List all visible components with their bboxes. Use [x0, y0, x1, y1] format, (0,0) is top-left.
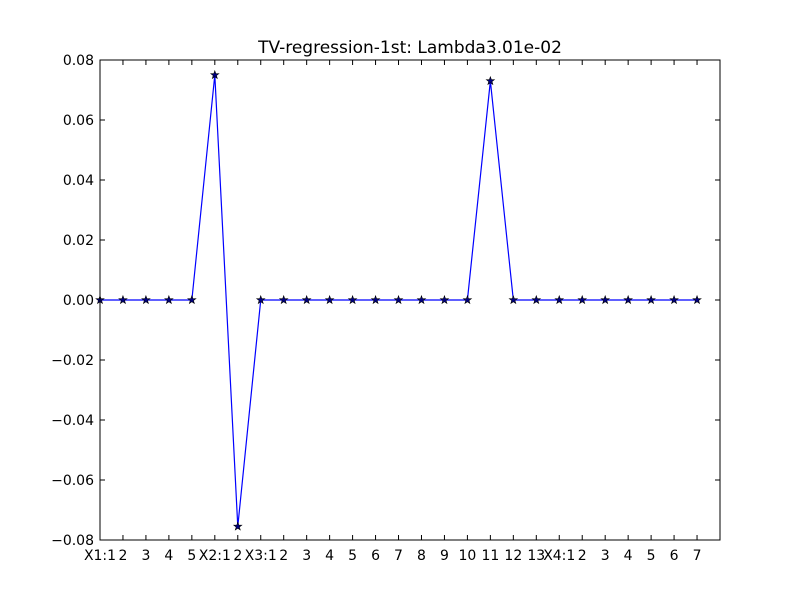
x-tick-label: 13 [527, 548, 545, 564]
y-tick-label: 0.02 [63, 233, 94, 249]
x-tick-label: 2 [578, 548, 587, 564]
x-tick-label: 7 [693, 548, 702, 564]
data-point-star [232, 521, 243, 531]
data-point-star [577, 294, 588, 305]
x-tick-label: 5 [348, 548, 357, 564]
x-tick-label: X4:1 [543, 548, 575, 564]
plot-frame [99, 59, 721, 541]
y-tick-label: 0.06 [63, 113, 94, 129]
y-tick-label: −0.06 [51, 473, 94, 489]
data-point-star [531, 294, 542, 305]
data-point-star [646, 294, 656, 305]
x-tick-label: 2 [119, 548, 128, 564]
labels-layer: 0.08 0.06 0.04 0.02 0.00 −0.02 −0.04 −0.06 −0.08… [51, 53, 701, 564]
x-tick-label: 4 [325, 548, 334, 564]
marker-layer [95, 69, 702, 531]
x-tick-label: 12 [504, 548, 522, 564]
data-point-star [600, 294, 611, 305]
data-point-star [164, 294, 174, 305]
x-tick-label: 6 [670, 548, 679, 564]
x-tick-label: 6 [371, 548, 380, 564]
x-tick-label: X2:1 [199, 548, 231, 564]
chart-title: TV-regression-1st: Lambda3.01e-02 [257, 38, 562, 58]
data-point-star [370, 294, 381, 305]
data-point-star [416, 294, 427, 305]
x-tick-label: 3 [141, 548, 150, 564]
data-point-star [347, 294, 358, 305]
x-tick-label: 10 [458, 548, 476, 564]
data-point-star [554, 294, 565, 305]
x-tick-label: 5 [187, 548, 196, 564]
x-tick-label: 3 [601, 548, 610, 564]
data-point-star [623, 294, 633, 305]
data-point-star [301, 294, 312, 305]
x-tick-label: 4 [624, 548, 633, 564]
data-point-star [439, 294, 450, 305]
x-tick-label: 2 [233, 548, 242, 564]
data-point-star [393, 294, 404, 305]
x-tick-label: 3 [302, 548, 311, 564]
data-point-star [118, 294, 128, 305]
data-point-star [255, 294, 266, 305]
data-point-star [187, 294, 197, 305]
x-tick-label: X1:1 [84, 548, 116, 564]
y-tick-label: −0.02 [51, 353, 94, 369]
y-tick-label: −0.08 [51, 533, 94, 549]
y-tick-label: 0.00 [63, 293, 94, 309]
x-tick-label: 2 [279, 548, 288, 564]
y-tick-label: −0.04 [51, 413, 94, 429]
data-point-star [692, 294, 702, 305]
y-tick-label: 0.04 [63, 173, 94, 189]
data-point-star [669, 294, 679, 305]
data-point-star [141, 294, 151, 305]
y-tick-label: 0.08 [63, 53, 94, 69]
x-tick-label: 9 [440, 548, 449, 564]
x-tick-label: 5 [647, 548, 656, 564]
x-tick-label: 11 [481, 548, 499, 564]
x-tick-label: 4 [164, 548, 173, 564]
x-tick-label: X3:1 [245, 548, 277, 564]
data-point-star [508, 294, 519, 305]
data-point-star [278, 294, 289, 305]
data-point-star [462, 294, 473, 305]
data-point-star [485, 75, 496, 86]
x-tick-label: 7 [394, 548, 403, 564]
data-point-star [324, 294, 335, 305]
x-tick-label: 8 [417, 548, 426, 564]
data-point-star [209, 69, 220, 80]
